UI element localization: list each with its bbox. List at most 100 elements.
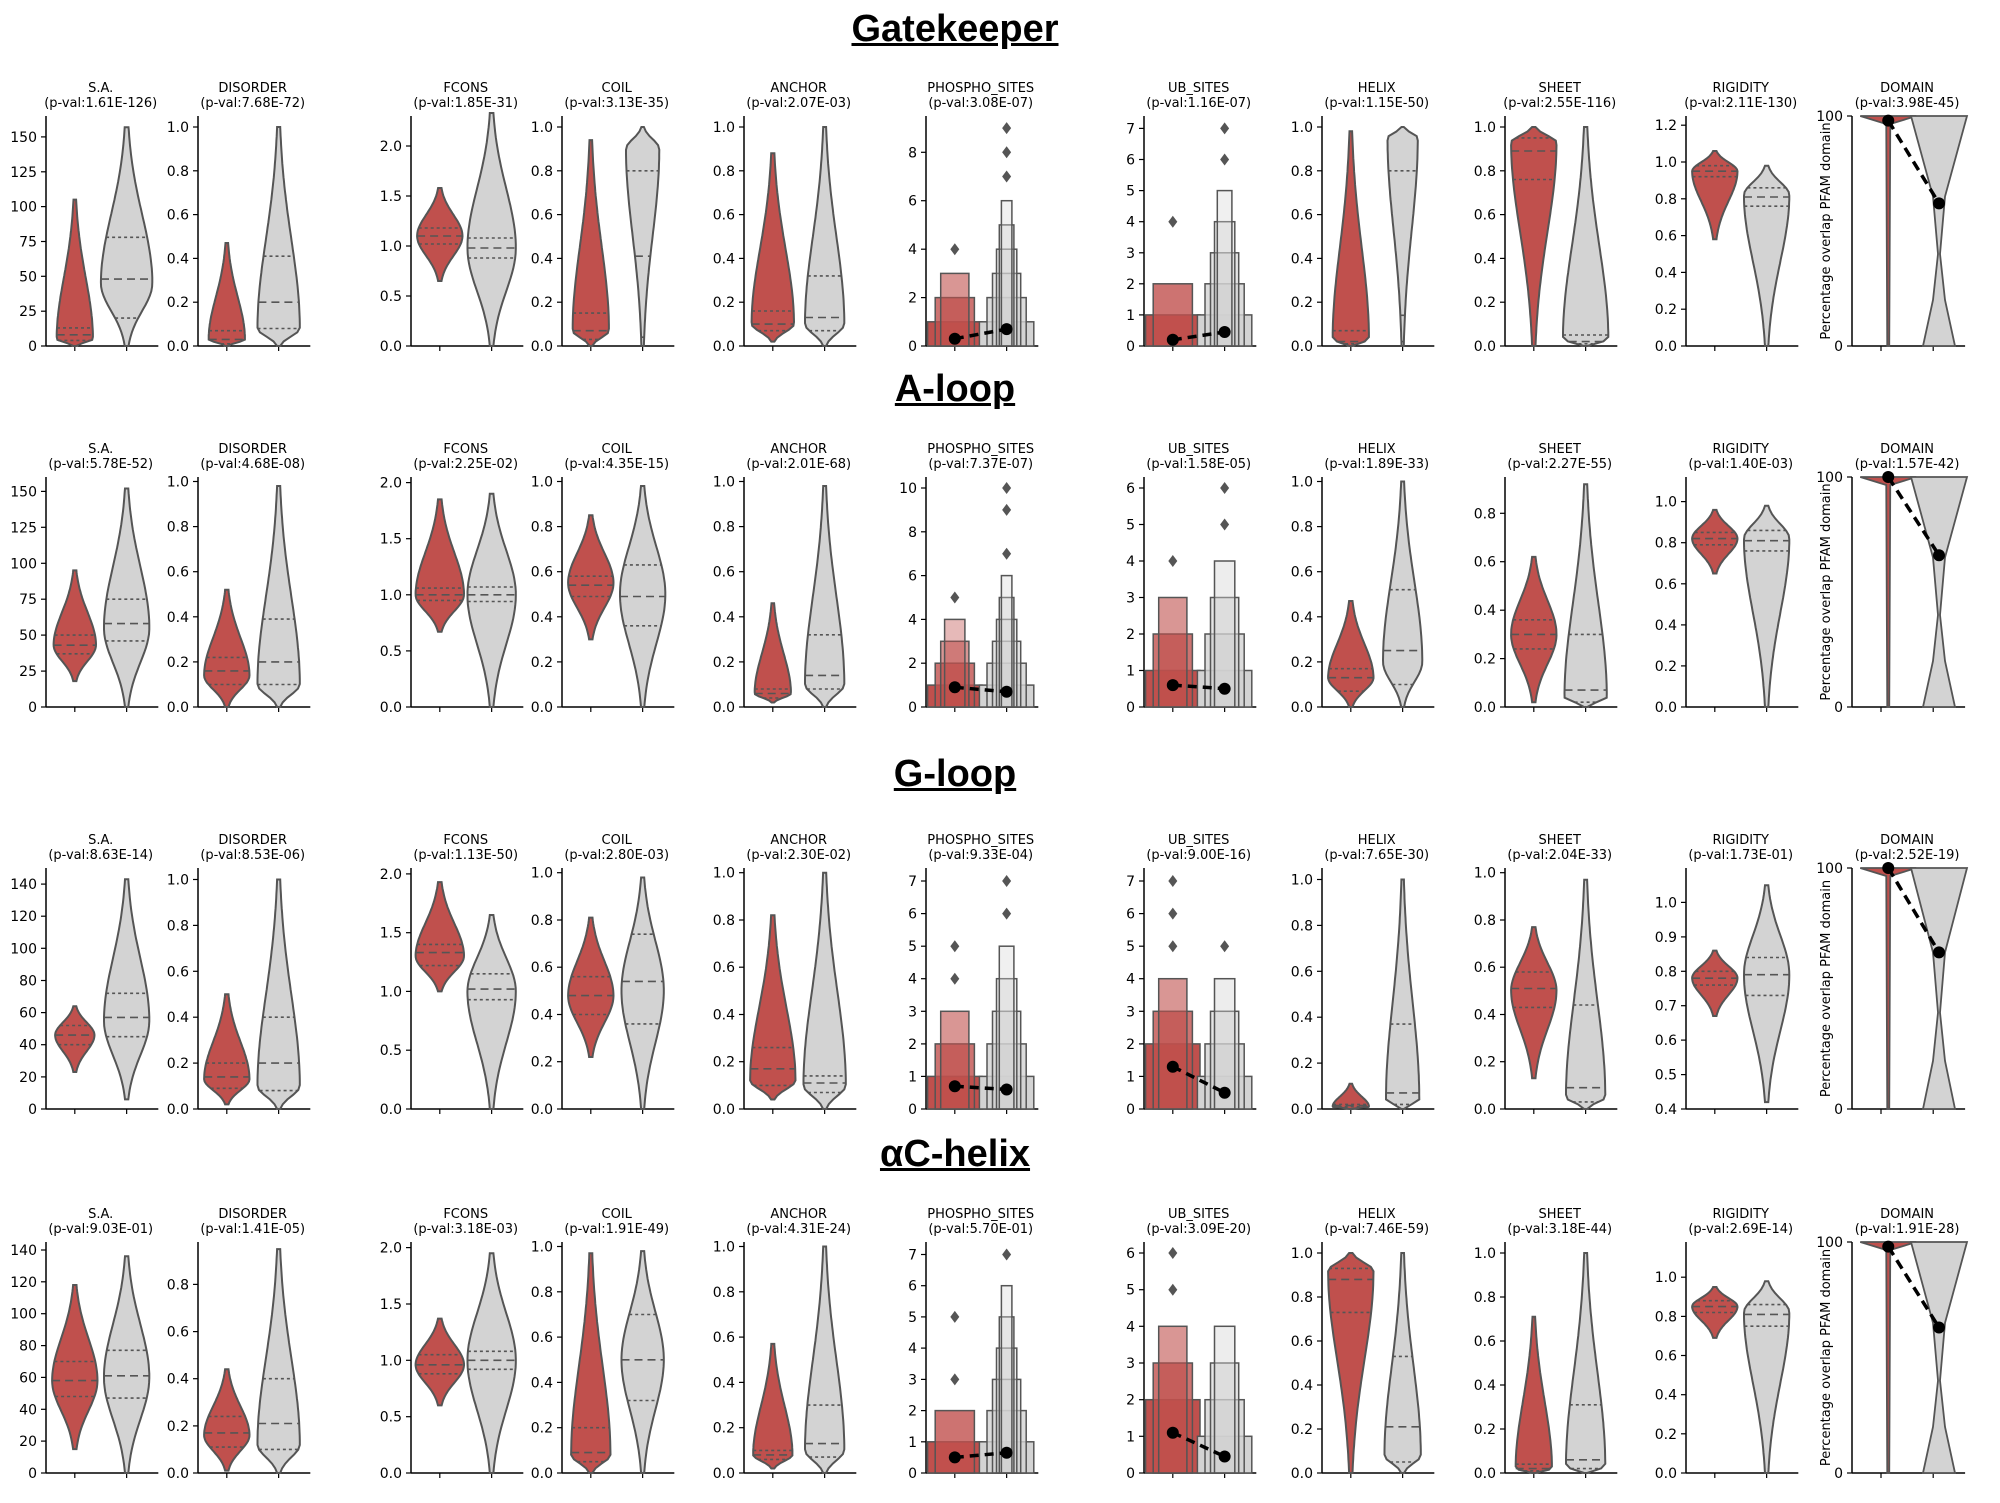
y-tick-label: 25 <box>19 664 37 680</box>
panel-fcons-row-0: FCONS(p-val:1.85E-31) 0.0 0.5 1.0 1.5 2.0 <box>380 81 524 355</box>
panel-s-a--row-3: S.A.(p-val:9.03E-01) 0 20 40 60 80 100 120 140 <box>10 1207 159 1482</box>
panel-title: UB_SITES <box>1168 1207 1229 1222</box>
y-tick-label: 0.5 <box>380 289 402 305</box>
y-tick-label: 0.2 <box>1655 1427 1677 1443</box>
y-tick-label: 1.0 <box>1655 155 1677 171</box>
y-tick-label: 1.0 <box>1474 1246 1496 1262</box>
panel-title: ANCHOR <box>770 81 827 96</box>
panel-phospho-sites-row-0: PHOSPHO_SITES(p-val:3.08E-07) 0 2 4 6 8 <box>908 81 1039 355</box>
y-tick-label: 1.0 <box>531 866 553 882</box>
y-tick-label: 0 <box>1126 339 1135 355</box>
panel-ub-sites-row-1: UB_SITES(p-val:1.58E-05) 0 1 2 3 4 5 6 <box>1126 442 1257 716</box>
y-tick-label: 0.4 <box>713 1008 735 1024</box>
panel-title: DISORDER <box>218 833 287 848</box>
cold-mean-dot <box>1000 323 1013 336</box>
panel-s-a--row-2: S.A.(p-val:8.63E-14) 0 20 40 60 80 100 120 140 <box>10 833 159 1118</box>
panel-pvalue: (p-val:3.18E-03) <box>413 1222 518 1237</box>
y-tick-label: 6 <box>908 907 917 923</box>
hot-violin <box>414 498 466 633</box>
hot-mean-dot <box>948 681 961 694</box>
cold-violin <box>466 1252 517 1474</box>
cold-outlier <box>1002 482 1012 494</box>
y-tick-label: 1.0 <box>1655 1270 1677 1286</box>
y-tick-label: 5 <box>1126 518 1135 534</box>
panel-title: DOMAIN <box>1880 442 1934 457</box>
y-tick-label: 140 <box>10 1243 37 1259</box>
panel-helix-row-3: HELIX(p-val:7.46E-59) 0.0 0.2 0.4 0.6 0.8 1.0 <box>1291 1207 1435 1482</box>
y-tick-label: 0.5 <box>1655 1068 1677 1084</box>
panel-phospho-sites-row-1: PHOSPHO_SITES(p-val:7.37E-07) 0 2 4 6 8 10 <box>899 442 1039 716</box>
y-tick-label: 0.2 <box>167 1056 189 1072</box>
y-tick-label: 0.2 <box>713 1055 735 1071</box>
y-tick-label: 0.8 <box>1291 1290 1313 1306</box>
y-tick-label: 3 <box>908 1004 917 1020</box>
y-tick-label: 5 <box>1126 939 1135 955</box>
y-tick-label: 0.0 <box>1474 1466 1496 1482</box>
hot-outlier <box>1168 215 1178 228</box>
y-tick-label: 0.0 <box>1655 339 1677 355</box>
mean-connector <box>954 1450 1007 1460</box>
y-tick-label: 0.0 <box>167 700 189 716</box>
cold-outlier <box>1220 940 1230 953</box>
y-tick-label: 0.2 <box>531 1421 553 1437</box>
y-tick-label: 6 <box>1126 481 1135 497</box>
y-tick-label: 50 <box>19 269 37 285</box>
y-tick-label: 0.8 <box>1291 918 1313 934</box>
y-tick-label: 0.6 <box>167 1325 189 1341</box>
hot-violin <box>203 588 251 708</box>
y-tick-label: 1 <box>1126 1069 1135 1085</box>
cold-violin <box>466 492 517 708</box>
cold-violin <box>804 485 846 708</box>
y-tick-label: 0.8 <box>1655 964 1677 980</box>
hot-violin <box>1510 926 1558 1080</box>
hot-violin <box>571 139 610 347</box>
y-tick-label: 0.0 <box>167 1102 189 1118</box>
panel-title: PHOSPHO_SITES <box>927 442 1034 457</box>
cold-violin <box>1909 476 1969 708</box>
y-tick-label: 0.0 <box>531 1466 553 1482</box>
hot-violin <box>1691 150 1739 241</box>
panel-title: ANCHOR <box>770 833 827 848</box>
hot-boxen-level <box>939 1010 970 1110</box>
y-tick-label: 0.8 <box>531 520 553 536</box>
panel-title: S.A. <box>88 833 113 848</box>
y-tick-label: 5 <box>908 1310 917 1326</box>
mean-connector <box>1172 1065 1226 1095</box>
y-tick-label: 4 <box>908 242 917 258</box>
y-tick-label: 1.0 <box>1655 895 1677 911</box>
y-tick-label: 0 <box>28 1466 37 1482</box>
y-tick-label: 0.4 <box>167 1372 189 1388</box>
y-tick-label: 0.8 <box>167 918 189 934</box>
cold-outlier <box>1002 146 1012 159</box>
y-tick-label: 0.8 <box>531 1285 553 1301</box>
hot-mean-dot <box>1882 114 1895 127</box>
cold-mean-dot <box>1933 549 1945 562</box>
y-tick-label: 0.2 <box>531 295 553 311</box>
y-tick-label: 0.4 <box>1655 265 1677 281</box>
hot-violin <box>1514 1315 1553 1474</box>
cold-violin <box>1743 504 1791 708</box>
cold-mean-dot <box>1218 1086 1231 1099</box>
panel-domain-row-2: DOMAIN(p-val:2.52E-19) 0 100 Percentage ove… <box>1816 833 1969 1118</box>
hot-violin <box>416 187 464 282</box>
y-tick-label: 0.8 <box>1655 1309 1677 1325</box>
panel-coil-row-1: COIL(p-val:4.35E-15) 0.0 0.2 0.4 0.6 0.8 1.0 <box>531 442 675 716</box>
y-tick-label: 2 <box>1126 277 1135 293</box>
y-tick-label: 0 <box>908 339 917 355</box>
panel-fcons-row-1: FCONS(p-val:2.25E-02) 0.0 0.5 1.0 1.5 2.0 <box>380 442 524 716</box>
y-tick-label: 100 <box>1816 470 1843 486</box>
y-tick-label: 0 <box>1126 700 1135 716</box>
panel-rigidity-row-1: RIGIDITY(p-val:1.40E-03) 0.0 0.2 0.4 0.6 0.8 1… <box>1655 442 1799 716</box>
y-tick-label: 0.6 <box>1291 1334 1313 1350</box>
y-tick-label: 6 <box>908 1279 917 1295</box>
cold-violin <box>1909 1241 1969 1474</box>
y-tick-label: 0.0 <box>531 339 553 355</box>
y-tick-label: 0.6 <box>713 1330 735 1346</box>
cold-violin <box>1565 1252 1607 1474</box>
panel-title: SHEET <box>1539 442 1581 457</box>
panel-pvalue: (p-val:1.41E-05) <box>200 1222 305 1237</box>
cold-violin <box>1383 1252 1422 1474</box>
y-tick-label: 1 <box>1126 1429 1135 1445</box>
mean-connector <box>1886 119 1941 205</box>
